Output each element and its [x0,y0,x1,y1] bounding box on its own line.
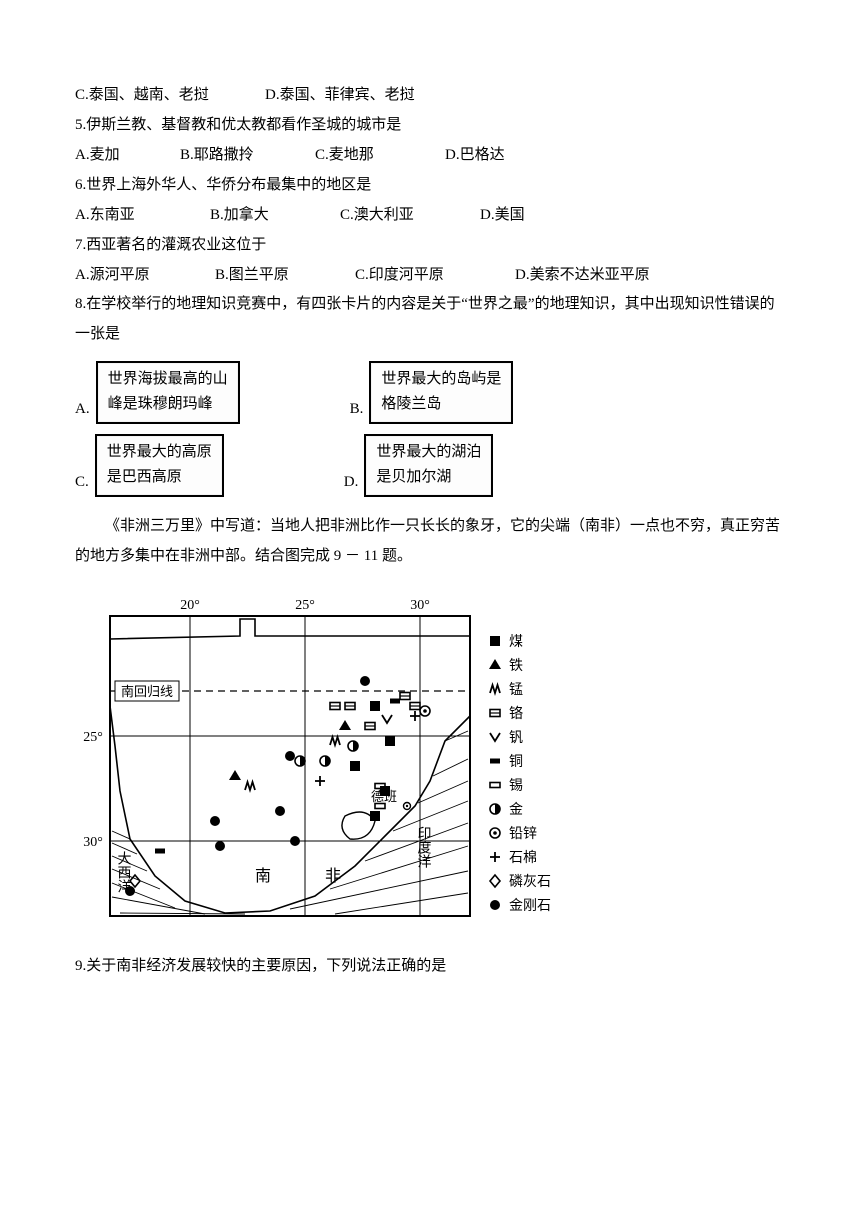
q6-opt-b: B.加拿大 [210,200,340,230]
south-africa-map: 20° 25° 30° 25° 30° 南回归线 大西洋 印度洋 南 非 德班 … [75,581,785,931]
svg-text:煤: 煤 [509,634,523,650]
q5-opt-d: D.巴格达 [445,140,505,170]
q6-opt-d: D.美国 [480,200,525,230]
resource-markers [125,676,430,896]
q7-opt-c: C.印度河平原 [355,260,515,290]
q8-card-c: 世界最大的高原 是巴西高原 [95,434,224,497]
q7-opt-d: D.美索不达米亚平原 [515,260,650,290]
q5-stem: 5.伊斯兰教、基督教和优太教都看作圣城的城市是 [75,110,785,140]
q6-stem: 6.世界上海外华人、华侨分布最集中的地区是 [75,170,785,200]
label-africa: 非 [325,867,341,885]
q8-card-a-line2: 峰是珠穆朗玛峰 [108,392,228,418]
label-south: 南 [255,867,271,885]
q8-card-c-line1: 世界最大的高原 [107,440,212,466]
q7-options: A.源河平原 B.图兰平原 C.印度河平原 D.美索不达米亚平原 [75,260,785,290]
q8-card-a: 世界海拔最高的山 峰是珠穆朗玛峰 [96,361,240,424]
svg-text:钒: 钒 [509,730,523,746]
map-frame [110,616,470,916]
svg-text:磷灰石: 磷灰石 [509,874,551,890]
q5-opt-a: A.麦加 [75,140,180,170]
svg-text:铬: 铬 [509,706,523,722]
q5-opt-c: C.麦地那 [315,140,445,170]
svg-text:铜: 铜 [509,754,523,770]
lon-20: 20° [180,598,200,613]
q8-card-d: 世界最大的湖泊 是贝加尔湖 [364,434,493,497]
svg-text:金刚石: 金刚石 [509,898,551,914]
svg-text:锡: 锡 [509,778,523,794]
q8-card-c-line2: 是巴西高原 [107,465,212,491]
tropic-label: 南回归线 [121,684,173,699]
q8-card-b: 世界最大的岛屿是 格陵兰岛 [369,361,513,424]
q7-opt-b: B.图兰平原 [215,260,355,290]
svg-text:铅锌: 铅锌 [509,826,537,842]
svg-text:铁: 铁 [509,658,523,674]
svg-text:锰: 锰 [509,682,523,698]
q8-label-d: D. [344,467,359,497]
q5-opt-b: B.耶路撒拎 [180,140,315,170]
lat-30: 30° [83,835,103,850]
q8-stem-line2: 一张是 [75,319,785,349]
q8-card-a-line1: 世界海拔最高的山 [108,367,228,393]
q8-row-cd: C. 世界最大的高原 是巴西高原 D. 世界最大的湖泊 是贝加尔湖 [75,434,785,497]
q4-options-cd: C.泰国、越南、老挝 D.泰国、菲律宾、老挝 [75,80,785,110]
q7-stem: 7.西亚著名的灌溉农业这位于 [75,230,785,260]
indian-label: 印度洋 [416,826,432,868]
q4-opt-c: C.泰国、越南、老挝 [75,80,265,110]
lon-25: 25° [295,598,315,613]
q7-opt-a: A.源河平原 [75,260,215,290]
q9-stem: 9.关于南非经济发展较快的主要原因，下列说法正确的是 [75,951,785,981]
lat-25: 25° [83,730,103,745]
q8-card-d-line1: 世界最大的湖泊 [376,440,481,466]
q8-label-a: A. [75,394,90,424]
svg-text:金: 金 [509,802,523,818]
svg-text:石棉: 石棉 [509,849,537,866]
q6-options: A.东南亚 B.加拿大 C.澳大利亚 D.美国 [75,200,785,230]
q6-opt-c: C.澳大利亚 [340,200,480,230]
map-svg: 20° 25° 30° 25° 30° 南回归线 大西洋 印度洋 南 非 德班 … [75,581,605,931]
q8-card-b-line2: 格陵兰岛 [381,392,501,418]
q8-label-c: C. [75,467,89,497]
q4-opt-d: D.泰国、菲律宾、老挝 [265,80,415,110]
q8-stem-line1: 8.在学校举行的地理知识竞赛中，有四张卡片的内容是关于“世界之最”的地理知识，其… [75,290,785,319]
q5-options: A.麦加 B.耶路撒拎 C.麦地那 D.巴格达 [75,140,785,170]
q8-row-ab: A. 世界海拔最高的山 峰是珠穆朗玛峰 B. 世界最大的岛屿是 格陵兰岛 [75,361,785,424]
q6-opt-a: A.东南亚 [75,200,210,230]
q8-card-d-line2: 是贝加尔湖 [376,465,481,491]
passage-africa: 《非洲三万里》中写道：当地人把非洲比作一只长长的象牙，它的尖端（南非）一点也不穷… [75,511,785,571]
map-legend: 煤铁锰铬钒铜锡金铅锌石棉磷灰石金刚石 [489,634,551,914]
q8-card-b-line1: 世界最大的岛屿是 [381,367,501,393]
q8-label-b: B. [350,394,364,424]
lon-30: 30° [410,598,430,613]
